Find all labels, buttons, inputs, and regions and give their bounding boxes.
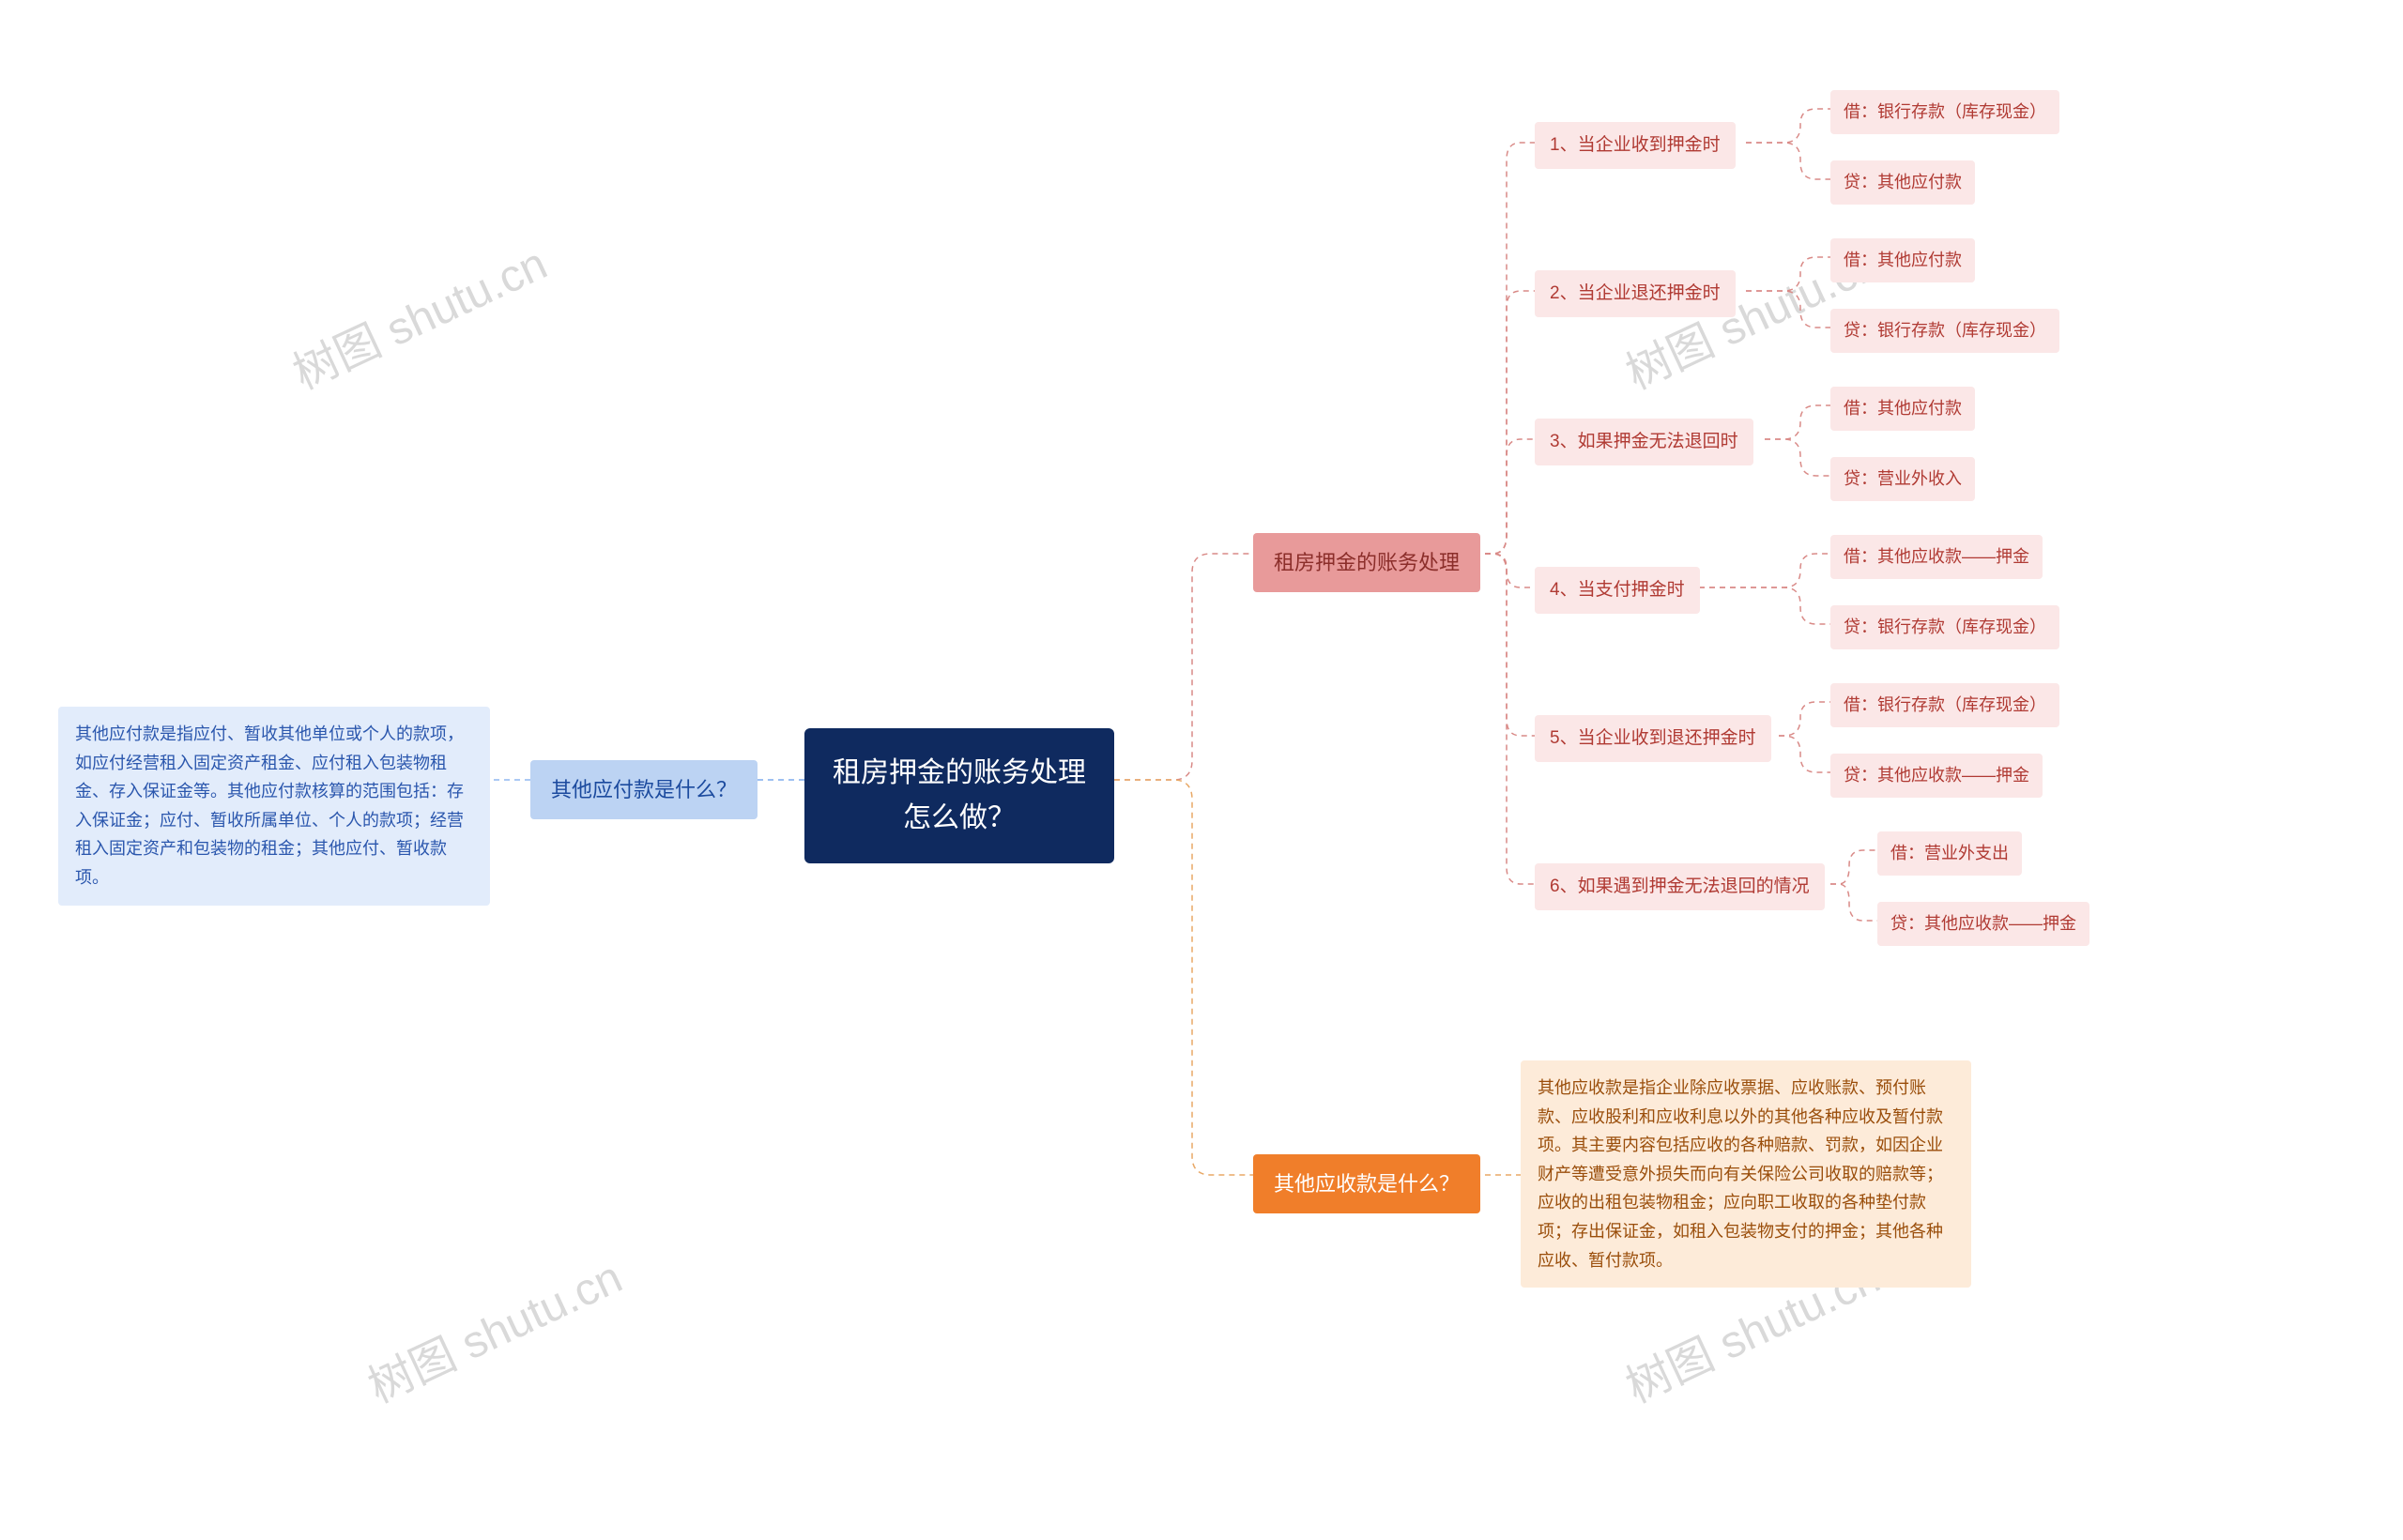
branch1-item-4: 4、当支付押金时 xyxy=(1535,567,1700,614)
branch2-desc: 其他应收款是指企业除应收票据、应收账款、预付账款、应收股利和应收利息以外的其他各… xyxy=(1521,1060,1971,1288)
branch1-item-3-credit: 贷：营业外收入 xyxy=(1830,457,1975,501)
branch1-item-3-debit: 借：其他应付款 xyxy=(1830,387,1975,431)
branch1-item-6-debit: 借：营业外支出 xyxy=(1877,831,2022,876)
left-branch-main: 其他应付款是什么？ xyxy=(530,760,758,819)
root-node: 租房押金的账务处理怎么做？ xyxy=(804,728,1114,863)
branch1-item-5: 5、当企业收到退还押金时 xyxy=(1535,715,1771,762)
branch1-item-2-debit: 借：其他应付款 xyxy=(1830,238,1975,282)
branch1-item-5-debit: 借：银行存款（库存现金） xyxy=(1830,683,2059,727)
branch1-item-3: 3、如果押金无法退回时 xyxy=(1535,419,1753,465)
branch1-item-6: 6、如果遇到押金无法退回的情况 xyxy=(1535,863,1825,910)
branch1-item-1: 1、当企业收到押金时 xyxy=(1535,122,1736,169)
branch1-main: 租房押金的账务处理 xyxy=(1253,533,1480,592)
watermark: 树图 shutu.cn xyxy=(356,1241,631,1415)
branch1-item-5-credit: 贷：其他应收款——押金 xyxy=(1830,754,2043,798)
branch1-item-2-credit: 贷：银行存款（库存现金） xyxy=(1830,309,2059,353)
branch1-item-1-debit: 借：银行存款（库存现金） xyxy=(1830,90,2059,134)
branch1-item-6-credit: 贷：其他应收款——押金 xyxy=(1877,902,2089,946)
branch1-item-4-debit: 借：其他应收款——押金 xyxy=(1830,535,2043,579)
watermark: 树图 shutu.cn xyxy=(281,227,556,402)
branch1-item-2: 2、当企业退还押金时 xyxy=(1535,270,1736,317)
left-branch-desc: 其他应付款是指应付、暂收其他单位或个人的款项，如应付经营租入固定资产租金、应付租… xyxy=(58,707,490,906)
branch1-item-4-credit: 贷：银行存款（库存现金） xyxy=(1830,605,2059,649)
branch2-main: 其他应收款是什么？ xyxy=(1253,1154,1480,1213)
branch1-item-1-credit: 贷：其他应付款 xyxy=(1830,160,1975,205)
